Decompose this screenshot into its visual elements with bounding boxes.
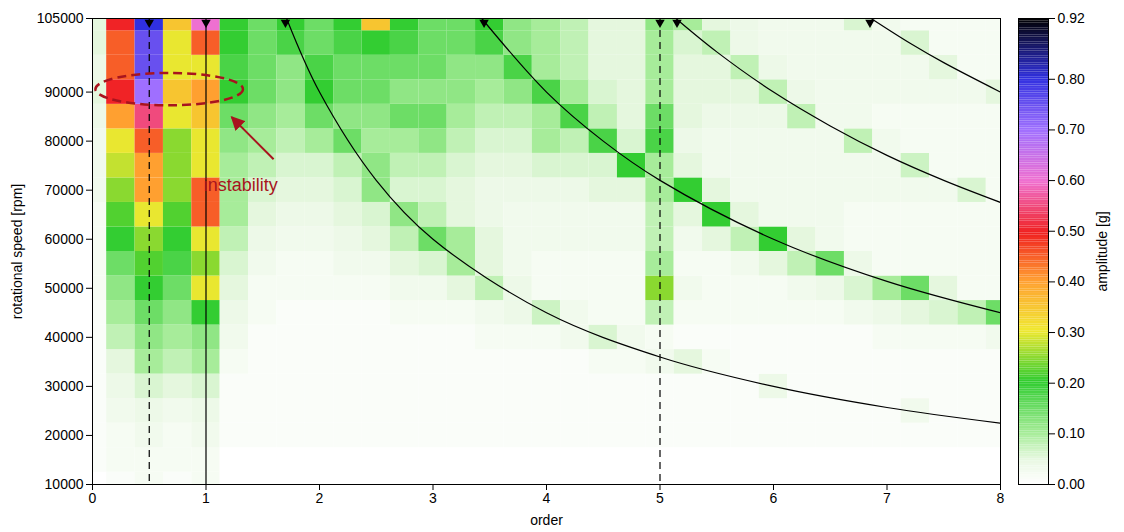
svg-text:5: 5	[656, 490, 664, 506]
svg-text:0.80: 0.80	[1058, 71, 1085, 87]
svg-text:0.00: 0.00	[1058, 476, 1085, 492]
svg-text:instability: instability	[204, 175, 278, 195]
svg-text:10000: 10000	[45, 476, 84, 492]
svg-text:0: 0	[89, 490, 97, 506]
svg-text:order: order	[530, 512, 563, 528]
svg-text:0.30: 0.30	[1058, 324, 1085, 340]
svg-text:50000: 50000	[45, 280, 84, 296]
svg-text:3: 3	[429, 490, 437, 506]
svg-text:0.10: 0.10	[1058, 425, 1085, 441]
svg-text:0.92: 0.92	[1058, 10, 1085, 26]
svg-text:rotational speed [rpm]: rotational speed [rpm]	[9, 184, 25, 319]
svg-text:0.40: 0.40	[1058, 273, 1085, 289]
svg-text:90000: 90000	[45, 84, 84, 100]
svg-text:2: 2	[316, 490, 324, 506]
svg-text:40000: 40000	[45, 329, 84, 345]
svg-text:0.50: 0.50	[1058, 223, 1085, 239]
svg-text:7: 7	[883, 490, 891, 506]
svg-text:0.20: 0.20	[1058, 375, 1085, 391]
svg-text:8: 8	[997, 490, 1005, 506]
svg-text:105000: 105000	[37, 10, 84, 26]
svg-text:1: 1	[202, 490, 210, 506]
svg-text:80000: 80000	[45, 133, 84, 149]
svg-text:60000: 60000	[45, 231, 84, 247]
svg-text:20000: 20000	[45, 427, 84, 443]
svg-text:4: 4	[543, 490, 551, 506]
svg-text:70000: 70000	[45, 182, 84, 198]
svg-text:6: 6	[770, 490, 778, 506]
svg-text:0.60: 0.60	[1058, 172, 1085, 188]
svg-text:amplitude [g]: amplitude [g]	[1094, 211, 1110, 291]
svg-text:30000: 30000	[45, 378, 84, 394]
svg-text:0.70: 0.70	[1058, 121, 1085, 137]
